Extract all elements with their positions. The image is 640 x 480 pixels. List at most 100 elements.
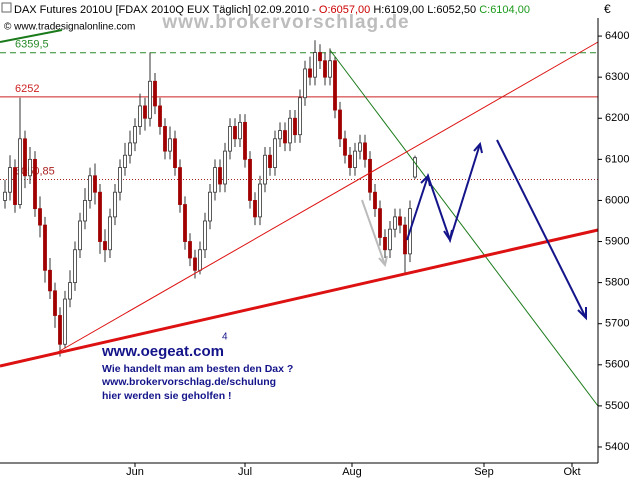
close-label: C:6104,00 xyxy=(479,4,530,16)
candle-body xyxy=(258,183,262,218)
annotation-site: www.oegeat.com xyxy=(101,343,224,360)
level-label: 6359,5 xyxy=(15,39,49,51)
candle-body xyxy=(248,158,252,201)
candle-body xyxy=(188,241,192,259)
candle-body xyxy=(243,121,247,160)
header: DAX Futures 2010U [FDAX 2010Q EUX Täglic… xyxy=(14,4,530,16)
arrow xyxy=(496,139,587,319)
candle-body xyxy=(313,52,317,78)
candle-body xyxy=(138,105,142,127)
trend-line xyxy=(57,41,599,353)
candle-body xyxy=(8,167,12,193)
candle-body xyxy=(183,204,187,242)
candle-body xyxy=(158,105,162,127)
x-tick-label: Jul xyxy=(238,466,252,478)
candle-body xyxy=(148,80,152,119)
candle-body xyxy=(223,150,227,185)
candle-body xyxy=(113,191,117,218)
y-tick-label: 5900 xyxy=(605,235,629,247)
candle-body xyxy=(203,220,207,251)
candle-body xyxy=(268,154,272,168)
y-tick-label: 6300 xyxy=(605,71,629,83)
candle-body xyxy=(233,126,237,140)
x-tick-label: Sep xyxy=(474,466,494,478)
candle-body xyxy=(18,138,22,205)
candle-body xyxy=(303,68,307,99)
y-tick-label: 5700 xyxy=(605,318,629,330)
candle-body xyxy=(318,52,322,62)
x-tick-label: Okt xyxy=(563,466,580,478)
candle-body xyxy=(3,191,7,201)
arrow-head xyxy=(378,255,388,268)
candle-body xyxy=(283,130,287,144)
arrow-head xyxy=(443,229,453,243)
x-tick-label: Aug xyxy=(342,466,362,478)
candle-body xyxy=(153,80,157,107)
candle-body xyxy=(398,216,402,226)
candle-body xyxy=(208,191,212,222)
y-tick-label: 5600 xyxy=(605,359,629,371)
candle-body xyxy=(98,191,102,242)
candle-body xyxy=(78,220,82,251)
candle-body xyxy=(368,158,372,193)
high-label: H:6109,00 xyxy=(373,4,424,16)
arrow xyxy=(361,199,386,266)
candle-body xyxy=(128,142,132,156)
candle-body xyxy=(198,249,202,271)
candle-body xyxy=(373,191,377,210)
candle-body xyxy=(53,290,57,316)
candle-body xyxy=(123,154,127,168)
candle-body xyxy=(168,138,172,152)
candle-body xyxy=(163,126,167,152)
candle-body xyxy=(218,167,222,185)
candle-body xyxy=(333,60,337,111)
trend-line xyxy=(0,29,63,43)
watermark: www.brokervorschlag.de xyxy=(161,12,409,33)
candle-body xyxy=(238,121,242,140)
candle-body xyxy=(68,282,72,300)
level-label: 6252 xyxy=(15,83,39,95)
arrow-path xyxy=(406,143,481,244)
y-tick-label: 5400 xyxy=(605,441,629,453)
candle-body xyxy=(308,68,312,78)
candle-body xyxy=(348,154,352,168)
candle-body xyxy=(383,237,387,251)
candle-body xyxy=(388,228,392,251)
candle-body xyxy=(178,167,182,205)
trend-line xyxy=(0,228,599,368)
candle-body xyxy=(293,117,297,136)
candle-body xyxy=(213,167,217,193)
candle-body xyxy=(328,60,332,78)
y-tick-label: 5500 xyxy=(605,400,629,412)
annotation-text: Wie handelt man am besten den Dax ? xyxy=(102,363,293,375)
candle-body xyxy=(108,216,112,251)
y-tick-label: 6400 xyxy=(605,30,629,42)
candle-body xyxy=(298,97,302,136)
candle-body xyxy=(38,208,42,226)
annotation-text: hier werden sie geholfen ! xyxy=(102,390,232,402)
candle-body xyxy=(133,126,137,144)
open-label: O:6057,00 xyxy=(319,4,370,16)
candle-body xyxy=(48,269,52,292)
candle-body xyxy=(253,200,257,218)
candle-body xyxy=(143,105,147,119)
candle-body xyxy=(73,249,77,284)
candle-body xyxy=(343,138,347,156)
candle-body xyxy=(28,158,32,177)
y-tick-label: 5800 xyxy=(605,277,629,289)
candle-body xyxy=(358,142,362,152)
arrow-head xyxy=(577,307,587,321)
candle-body xyxy=(13,167,17,205)
candle-body xyxy=(323,60,327,78)
candle-body xyxy=(273,138,277,168)
candle-body xyxy=(33,158,37,210)
candle-body xyxy=(58,315,62,345)
copyright: © www.tradesignalonline.com xyxy=(4,22,135,33)
x-tick-label: Jun xyxy=(126,466,144,478)
candle-body xyxy=(393,216,397,230)
candle-body xyxy=(403,224,407,255)
arrow-head xyxy=(473,141,483,154)
candle-body xyxy=(43,224,47,271)
candle-body xyxy=(363,142,367,160)
